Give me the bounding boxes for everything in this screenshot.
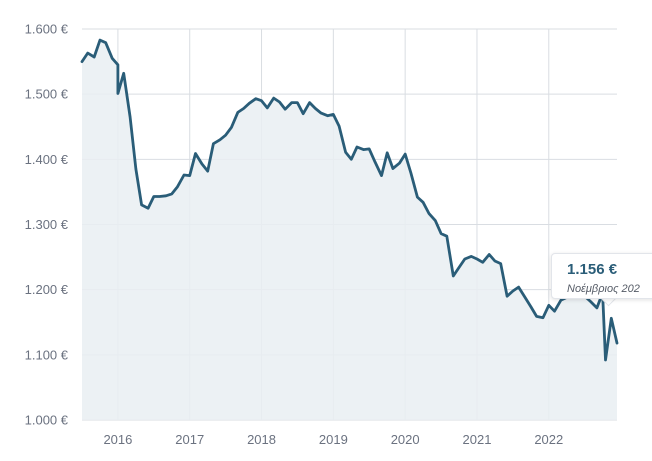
x-tick-label: 2022 (534, 432, 563, 447)
x-tick-label: 2018 (247, 432, 276, 447)
x-tick-label: 2019 (319, 432, 348, 447)
x-tick-label: 2017 (175, 432, 204, 447)
y-tick-label: 1.000 € (25, 413, 69, 428)
tooltip-date: Νοέμβριος 202 (567, 283, 640, 295)
y-tick-label: 1.400 € (25, 152, 69, 167)
x-tick-label: 2016 (103, 432, 132, 447)
hover-tooltip: 1.156 € Νοέμβριος 202 (551, 253, 652, 299)
y-tick-label: 1.600 € (25, 22, 69, 37)
series-line (80, 38, 619, 362)
tooltip-value: 1.156 € (567, 261, 618, 278)
y-tick-label: 1.500 € (25, 87, 69, 102)
y-tick-label: 1.100 € (25, 347, 69, 362)
y-tick-label: 1.300 € (25, 217, 69, 232)
x-tick-label: 2020 (391, 432, 420, 447)
series-area (82, 40, 617, 420)
x-tick-label: 2021 (463, 432, 492, 447)
y-tick-label: 1.200 € (25, 282, 69, 297)
